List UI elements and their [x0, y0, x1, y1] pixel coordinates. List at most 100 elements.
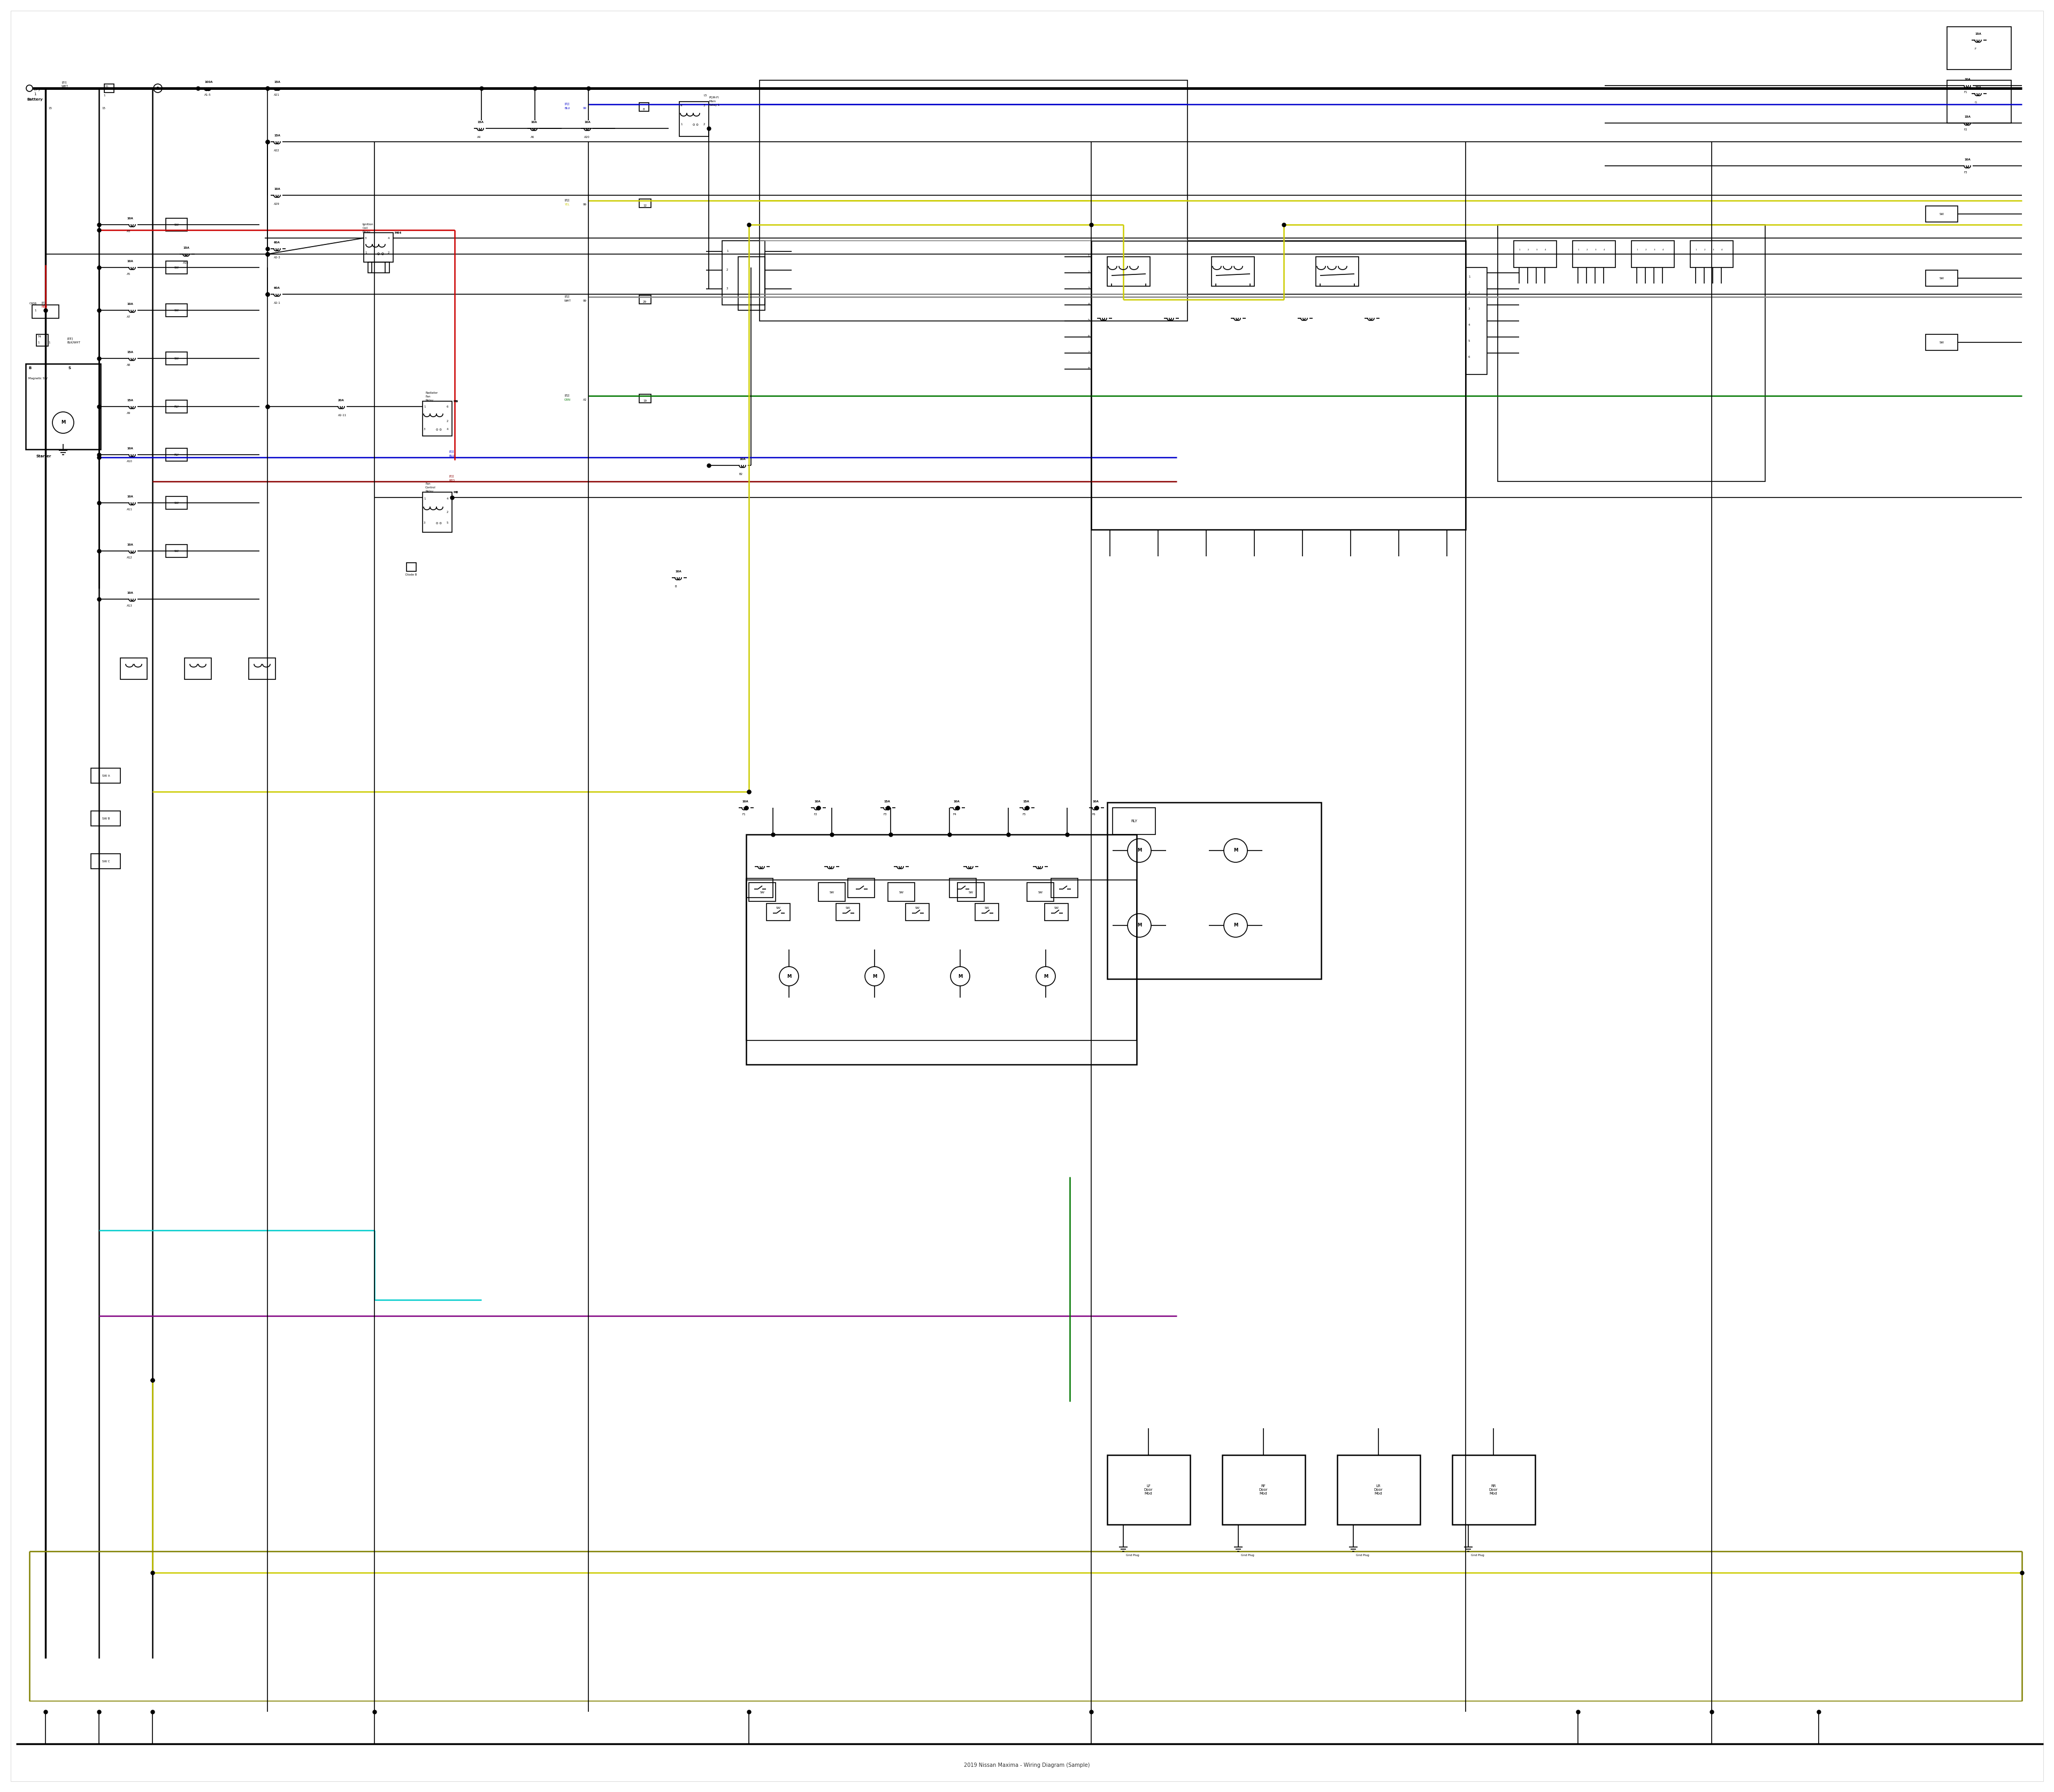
Bar	[1927, 271, 1957, 287]
Text: F1: F1	[741, 814, 746, 815]
Bar	[1573, 240, 1614, 267]
Bar	[1107, 803, 1321, 978]
Text: M9: M9	[454, 400, 458, 403]
Text: Diode B: Diode B	[405, 573, 417, 575]
Bar	[639, 394, 651, 403]
Text: 10A: 10A	[583, 120, 589, 124]
Text: 10A: 10A	[953, 801, 959, 803]
Text: SW: SW	[175, 502, 179, 504]
Text: A7: A7	[127, 315, 131, 319]
Text: RED: RED	[41, 305, 47, 308]
Text: M: M	[1138, 923, 1142, 928]
Text: A4: A4	[477, 136, 481, 138]
Text: Relay: Relay	[425, 400, 433, 401]
Bar	[737, 256, 764, 310]
Text: [EE]: [EE]	[68, 337, 72, 340]
Text: RR
Door
Mod: RR Door Mod	[1489, 1484, 1497, 1495]
Text: [EJ]: [EJ]	[565, 296, 569, 297]
Bar	[423, 493, 452, 532]
Text: 15A: 15A	[1974, 32, 1982, 36]
Text: RLY: RLY	[175, 405, 179, 409]
Text: 15A: 15A	[883, 801, 889, 803]
Bar	[90, 853, 121, 869]
Bar	[750, 883, 776, 901]
Bar	[166, 448, 187, 461]
Text: SW: SW	[175, 550, 179, 552]
Text: Coil: Coil	[364, 228, 368, 229]
Bar	[1222, 1455, 1304, 1525]
Bar	[1631, 240, 1674, 267]
Bar	[887, 883, 914, 901]
Text: 15A: 15A	[273, 134, 279, 136]
Text: 99: 99	[583, 108, 587, 109]
Text: 10A: 10A	[676, 570, 682, 573]
Text: o o: o o	[435, 521, 442, 525]
Text: B2: B2	[739, 473, 744, 475]
Text: RLY: RLY	[175, 453, 179, 455]
Text: WHT: WHT	[62, 84, 68, 88]
Text: Ignition: Ignition	[364, 222, 374, 226]
Text: A11: A11	[127, 509, 134, 511]
Text: SW: SW	[914, 907, 920, 909]
Bar	[166, 262, 187, 274]
Text: M: M	[1232, 923, 1239, 928]
Text: RLY: RLY	[1132, 819, 1138, 823]
Text: Radiator: Radiator	[425, 392, 438, 394]
Text: 20A: 20A	[339, 400, 345, 401]
Text: [EJ]: [EJ]	[565, 394, 569, 396]
Text: F2: F2	[813, 814, 817, 815]
Text: 60A: 60A	[273, 287, 279, 289]
Bar	[166, 351, 187, 366]
Bar	[166, 545, 187, 557]
Bar	[1467, 267, 1487, 375]
Bar	[1337, 1455, 1419, 1525]
Text: A20: A20	[583, 136, 589, 138]
Text: A21: A21	[273, 93, 279, 97]
Text: 10A: 10A	[1964, 79, 1970, 81]
Text: Magnetic SW: Magnetic SW	[29, 376, 47, 380]
Text: Gnd Plug: Gnd Plug	[1126, 1554, 1140, 1557]
Text: 10A: 10A	[127, 495, 134, 498]
Text: [EJ]: [EJ]	[565, 102, 569, 106]
Text: Gnd Plug: Gnd Plug	[1241, 1554, 1255, 1557]
Bar	[639, 296, 651, 305]
Bar	[407, 563, 417, 572]
Bar	[957, 883, 984, 901]
Bar	[1317, 256, 1358, 287]
Text: 12: 12	[643, 204, 647, 208]
Text: Relay 1: Relay 1	[709, 104, 719, 106]
Text: WHT: WHT	[565, 299, 571, 303]
Text: Fan: Fan	[425, 396, 431, 398]
Bar	[121, 658, 148, 679]
Text: LF
Door
Mod: LF Door Mod	[1144, 1484, 1152, 1495]
Text: 10A: 10A	[127, 217, 134, 220]
Text: 10A: 10A	[127, 543, 134, 547]
Text: 60A: 60A	[273, 242, 279, 244]
Bar	[848, 878, 875, 898]
Text: A29: A29	[273, 202, 279, 206]
Text: 10A: 10A	[127, 448, 134, 450]
Text: 10A: 10A	[530, 120, 536, 124]
Bar	[364, 233, 392, 262]
Text: GRN: GRN	[565, 398, 571, 401]
Text: 15A: 15A	[127, 351, 134, 353]
Text: SW: SW	[846, 907, 850, 909]
Text: 15A: 15A	[1023, 801, 1029, 803]
Text: SW: SW	[175, 224, 179, 226]
Text: SW: SW	[175, 308, 179, 312]
Text: A3: A3	[127, 229, 131, 233]
Text: [EJ]: [EJ]	[565, 199, 569, 202]
Text: PGM-FI: PGM-FI	[709, 97, 719, 99]
Text: 10A: 10A	[127, 303, 134, 305]
Text: M: M	[873, 973, 877, 978]
Text: M8: M8	[454, 491, 458, 495]
Text: T4: T4	[37, 335, 41, 339]
Text: Relay: Relay	[425, 489, 433, 493]
Bar	[37, 335, 47, 346]
Text: 15: 15	[47, 108, 51, 109]
Text: 1: 1	[33, 93, 37, 95]
Text: A12: A12	[127, 556, 134, 559]
Bar	[1947, 81, 2011, 124]
Text: SW: SW	[1037, 891, 1043, 894]
Circle shape	[156, 86, 160, 90]
